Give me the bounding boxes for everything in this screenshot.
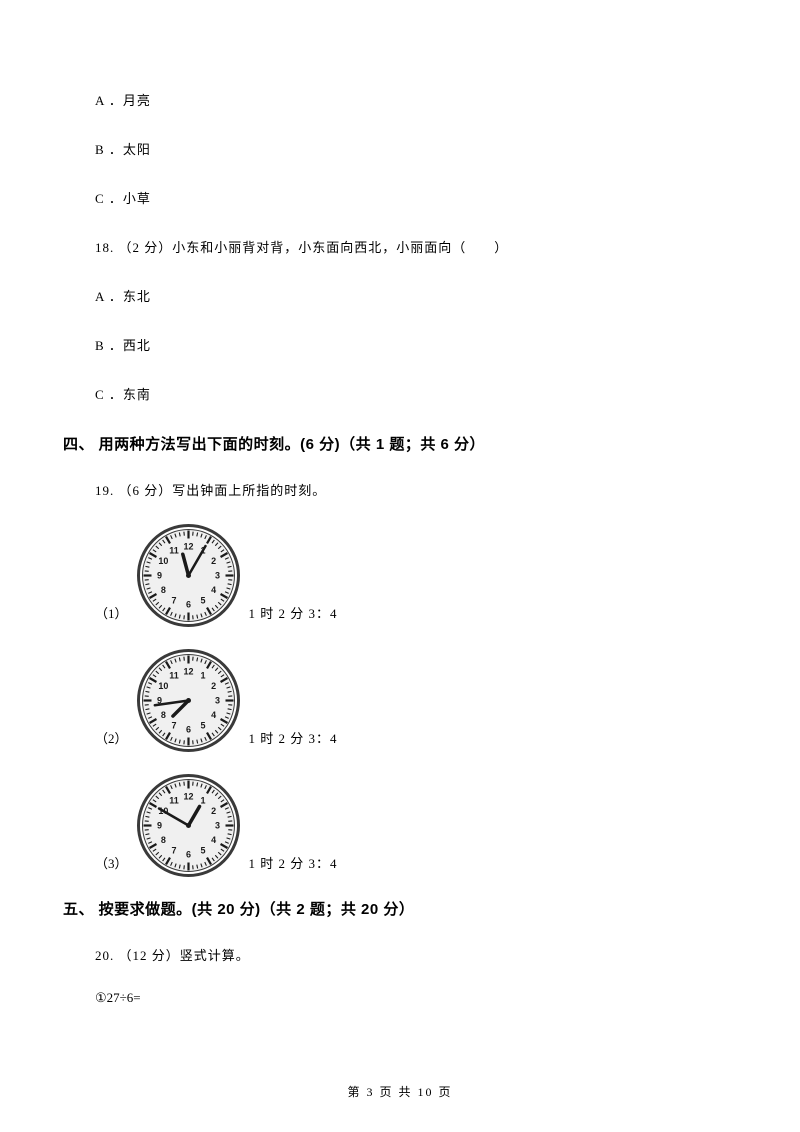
svg-text:12: 12 — [183, 667, 193, 677]
svg-text:10: 10 — [158, 681, 168, 691]
clock-row-number: （2） — [95, 728, 128, 753]
clock-row-1: （1） 123456789101112 1 时 2 分 3：4 — [95, 523, 705, 628]
calc-1: ①27÷6= — [95, 990, 705, 1006]
q18-option-a: A ．东北 — [95, 286, 705, 305]
page-footer: 第 3 页 共 10 页 — [0, 1083, 800, 1100]
svg-text:3: 3 — [215, 821, 220, 831]
q19-text: 19. （6 分）写出钟面上所指的时刻。 — [95, 480, 705, 499]
q20-text: 20. （12 分）竖式计算。 — [95, 945, 705, 964]
section-5-header: 五、 按要求做题。(共 20 分)（共 2 题；共 20 分） — [63, 898, 705, 919]
clock-row-answer: 1 时 2 分 3：4 — [249, 728, 338, 753]
clock-row-answer: 1 时 2 分 3：4 — [249, 853, 338, 878]
q18-text: 18. （2 分）小东和小丽背对背，小东面向西北，小丽面向（ ） — [95, 237, 705, 256]
clock-row-number: （1） — [95, 603, 128, 628]
svg-text:4: 4 — [211, 710, 216, 720]
q18-option-b: B ．西北 — [95, 335, 705, 354]
svg-text:10: 10 — [158, 556, 168, 566]
svg-text:7: 7 — [171, 596, 176, 606]
svg-text:8: 8 — [160, 835, 165, 845]
clock-face: 123456789101112 — [136, 773, 241, 878]
clock-row-number: （3） — [95, 853, 128, 878]
svg-text:12: 12 — [183, 542, 193, 552]
svg-text:5: 5 — [200, 721, 205, 731]
q17-option-c: C ．小草 — [95, 188, 705, 207]
svg-text:3: 3 — [215, 696, 220, 706]
clock-row-answer: 1 时 2 分 3：4 — [249, 603, 338, 628]
svg-text:7: 7 — [171, 846, 176, 856]
svg-text:6: 6 — [186, 600, 191, 610]
svg-text:5: 5 — [200, 596, 205, 606]
svg-text:1: 1 — [200, 795, 205, 805]
svg-text:8: 8 — [160, 585, 165, 595]
svg-text:2: 2 — [211, 806, 216, 816]
q17-option-a: A ．月亮 — [95, 90, 705, 109]
q17-option-b: B ．太阳 — [95, 139, 705, 158]
svg-text:9: 9 — [157, 821, 162, 831]
svg-text:4: 4 — [211, 835, 216, 845]
svg-text:2: 2 — [211, 556, 216, 566]
svg-text:11: 11 — [169, 545, 179, 555]
svg-text:7: 7 — [171, 721, 176, 731]
svg-text:8: 8 — [160, 710, 165, 720]
q18-option-c: C ．东南 — [95, 384, 705, 403]
svg-text:3: 3 — [215, 571, 220, 581]
clock-face: 123456789101112 — [136, 523, 241, 628]
svg-text:11: 11 — [169, 795, 179, 805]
clock-row-3: （3） 123456789101112 1 时 2 分 3：4 — [95, 773, 705, 878]
svg-text:1: 1 — [200, 670, 205, 680]
clock-face: 123456789101112 — [136, 648, 241, 753]
section-4-header: 四、 用两种方法写出下面的时刻。(6 分)（共 1 题；共 6 分） — [63, 433, 705, 454]
svg-text:2: 2 — [211, 681, 216, 691]
svg-text:12: 12 — [183, 792, 193, 802]
svg-text:6: 6 — [186, 725, 191, 735]
clock-row-2: （2） 123456789101112 1 时 2 分 3：4 — [95, 648, 705, 753]
svg-text:5: 5 — [200, 846, 205, 856]
svg-text:6: 6 — [186, 850, 191, 860]
svg-text:11: 11 — [169, 670, 179, 680]
svg-text:9: 9 — [157, 571, 162, 581]
svg-text:4: 4 — [211, 585, 216, 595]
